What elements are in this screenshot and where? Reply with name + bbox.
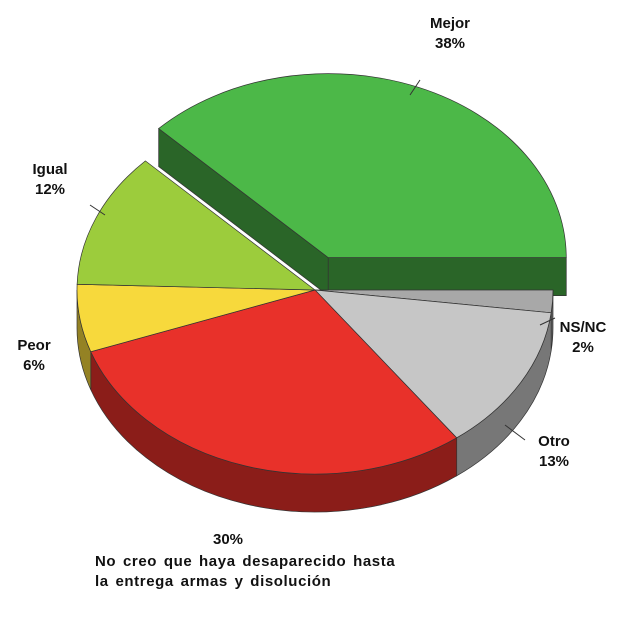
- leader-line: [89, 204, 106, 216]
- value-label: 30%: [212, 531, 244, 548]
- category-label: No creo que haya desaparecido hasta la e…: [95, 553, 396, 590]
- category-label: NS/NC: [559, 319, 607, 336]
- category-label: Igual: [32, 161, 68, 178]
- slice: [76, 160, 317, 291]
- value-label: 12%: [34, 181, 66, 198]
- leader-line: [409, 79, 421, 96]
- value-label: 6%: [23, 357, 45, 374]
- category-label: Otro: [538, 433, 570, 450]
- leader-line: [539, 317, 556, 326]
- slice: [90, 289, 458, 475]
- value-label: 13%: [538, 453, 570, 470]
- value-label: 2%: [572, 339, 594, 356]
- slice: [314, 289, 552, 439]
- value-label: 38%: [434, 35, 466, 52]
- category-label: Peor: [17, 337, 51, 354]
- category-label: Mejor: [429, 15, 471, 32]
- slice: [158, 73, 567, 258]
- leader-line: [504, 424, 526, 441]
